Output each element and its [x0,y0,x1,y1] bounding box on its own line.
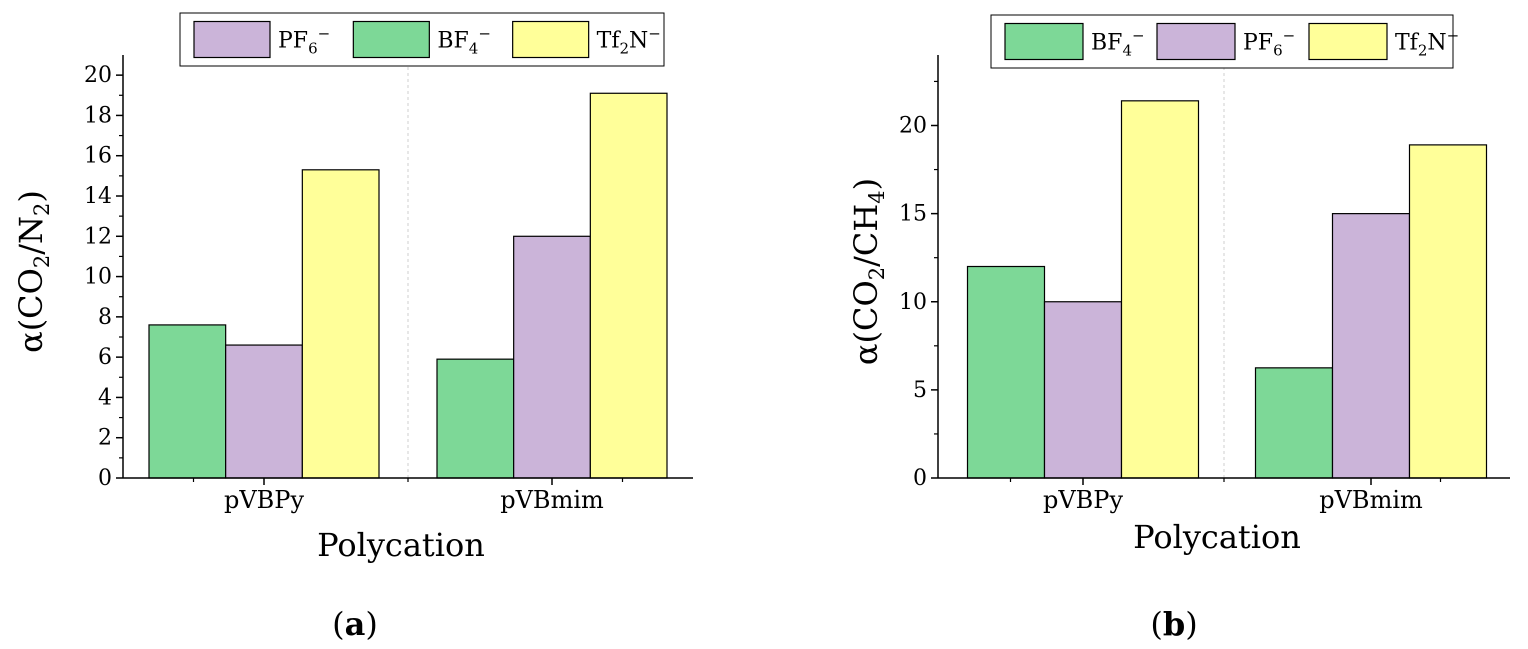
legend-swatch-tf2n [512,20,590,59]
legend-swatch-pf6 [1156,22,1236,61]
bar-tf2n-pvbmim [1408,144,1488,479]
bar-pf6-pvbpy [225,344,303,479]
y-axis-title: α(CO2/CH4) [847,178,889,365]
legend-label-bf4: BF4− [1091,27,1145,60]
bar-pf6-pvbpy [1043,301,1123,479]
y-tick-label: 0 [98,466,112,491]
y-tick-label: 10 [84,265,112,290]
y-tick-label: 20 [84,63,112,88]
legend-label-bf4: BF4− [437,25,491,58]
bar-bf4-pvbpy [148,324,227,479]
y-tick-label: 16 [84,144,112,169]
bar-bf4-pvbpy [966,265,1046,479]
legend: PF6− BF4− Tf2N− [179,12,665,67]
y-tick-label: 5 [913,378,927,403]
legend-swatch-tf2n [1308,22,1388,61]
chart-panel-b: 0 5 10 15 20 pVBPy pVBmim Polycation α(CO2/CH4) B… [847,14,1510,643]
x-axis-title: Polycation [1133,518,1301,556]
x-category-label: pVBmim [1319,486,1423,514]
y-tick-label: 12 [84,224,112,249]
legend-label-pf6: PF6− [278,25,330,58]
legend-label-tf2n: Tf2N− [597,25,661,58]
y-tick-label: 14 [84,184,112,209]
legend-swatch-bf4 [352,20,430,59]
y-tick-label: 4 [98,385,112,410]
y-tick-label: 18 [84,103,112,128]
chart-panel-a: 0 2 4 6 8 10 12 14 16 18 20 pVBPy pVBmim Polycation α(… [12,12,693,643]
y-tick-label: 15 [899,202,927,227]
y-axis-title: α(CO2/N2) [12,190,54,353]
bar-bf4-pvbmim [1254,367,1334,479]
y-tick-label: 2 [98,426,112,451]
legend: BF4− PF6− Tf2N− [990,14,1459,69]
legend-swatch-pf6 [193,20,271,59]
bar-pf6-pvbmim [1331,213,1411,479]
y-tick-label: 8 [98,305,112,330]
legend-swatch-bf4 [1004,22,1084,61]
panel-label: (b) [1150,605,1197,643]
legend-label-pf6: PF6− [1243,27,1295,60]
legend-label-tf2n: Tf2N− [1395,27,1459,60]
y-tick-label: 10 [899,290,927,315]
y-tick-label: 6 [98,345,112,370]
bar-tf2n-pvbpy [301,169,380,479]
y-tick-label: 20 [899,114,927,139]
bar-pf6-pvbmim [513,235,591,479]
x-category-label: pVBPy [224,486,304,514]
bar-tf2n-pvbmim [589,92,668,479]
x-category-label: pVBmim [500,486,604,514]
bar-bf4-pvbmim [436,358,515,479]
bar-tf2n-pvbpy [1120,100,1200,479]
y-tick-label: 0 [913,466,927,491]
x-axis-title: Polycation [317,526,485,564]
panel-label: (a) [332,605,378,643]
x-category-label: pVBPy [1043,486,1123,514]
